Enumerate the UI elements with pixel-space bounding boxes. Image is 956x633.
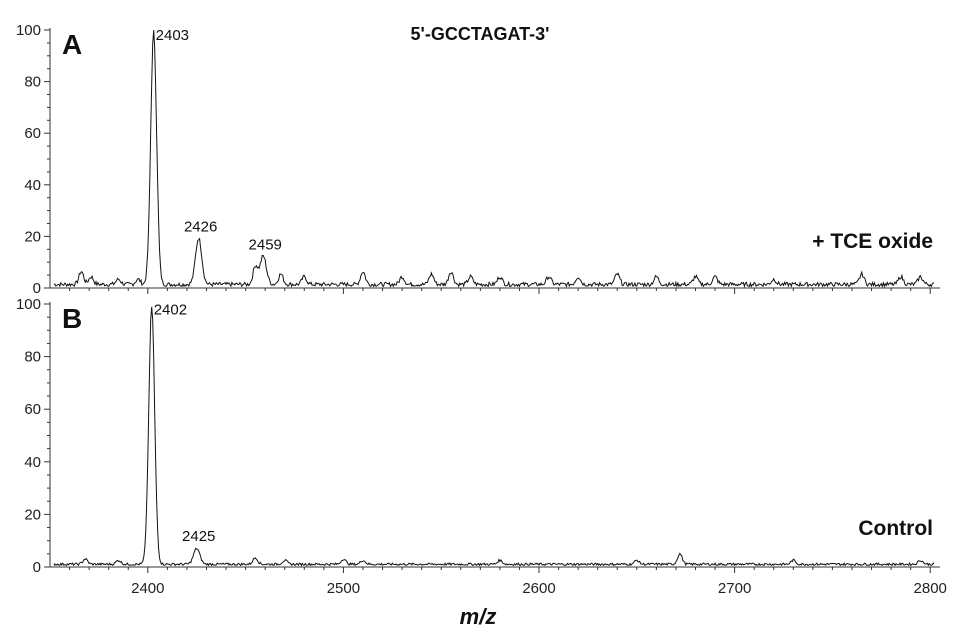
condition-label: Control (858, 517, 933, 540)
y-tick-label: 0 (33, 280, 41, 297)
y-tick-label: 0 (33, 559, 41, 576)
x-axis-label: m/z (460, 604, 497, 629)
x-tick-label: 2400 (131, 580, 164, 597)
y-tick-label: 40 (24, 177, 41, 194)
panel-letter-b: B (62, 303, 82, 334)
spectrum-trace-a (53, 29, 935, 289)
y-tick-label: 60 (24, 125, 41, 142)
chart-title: 5'-GCCTAGAT-3' (411, 24, 550, 44)
spectrum-trace-b (53, 306, 935, 567)
peak-label: 2425 (182, 528, 215, 545)
y-tick-label: 80 (24, 349, 41, 366)
peak-label: 2459 (249, 237, 282, 254)
panel-letter-a: A (62, 29, 82, 60)
y-tick-label: 20 (24, 228, 41, 245)
y-tick-label: 100 (16, 296, 41, 313)
x-tick-label: 2500 (327, 580, 360, 597)
x-tick-label: 2800 (914, 580, 947, 597)
peak-label: 2426 (184, 219, 217, 236)
y-tick-label: 100 (16, 22, 41, 39)
y-tick-label: 20 (24, 506, 41, 523)
y-tick-label: 60 (24, 401, 41, 418)
x-tick-label: 2600 (522, 580, 555, 597)
y-tick-label: 40 (24, 454, 41, 471)
y-tick-label: 80 (24, 74, 41, 91)
peak-label: 2403 (156, 27, 189, 44)
peak-label: 2402 (154, 301, 187, 318)
condition-label: + TCE oxide (812, 230, 933, 253)
x-tick-label: 2700 (718, 580, 751, 597)
